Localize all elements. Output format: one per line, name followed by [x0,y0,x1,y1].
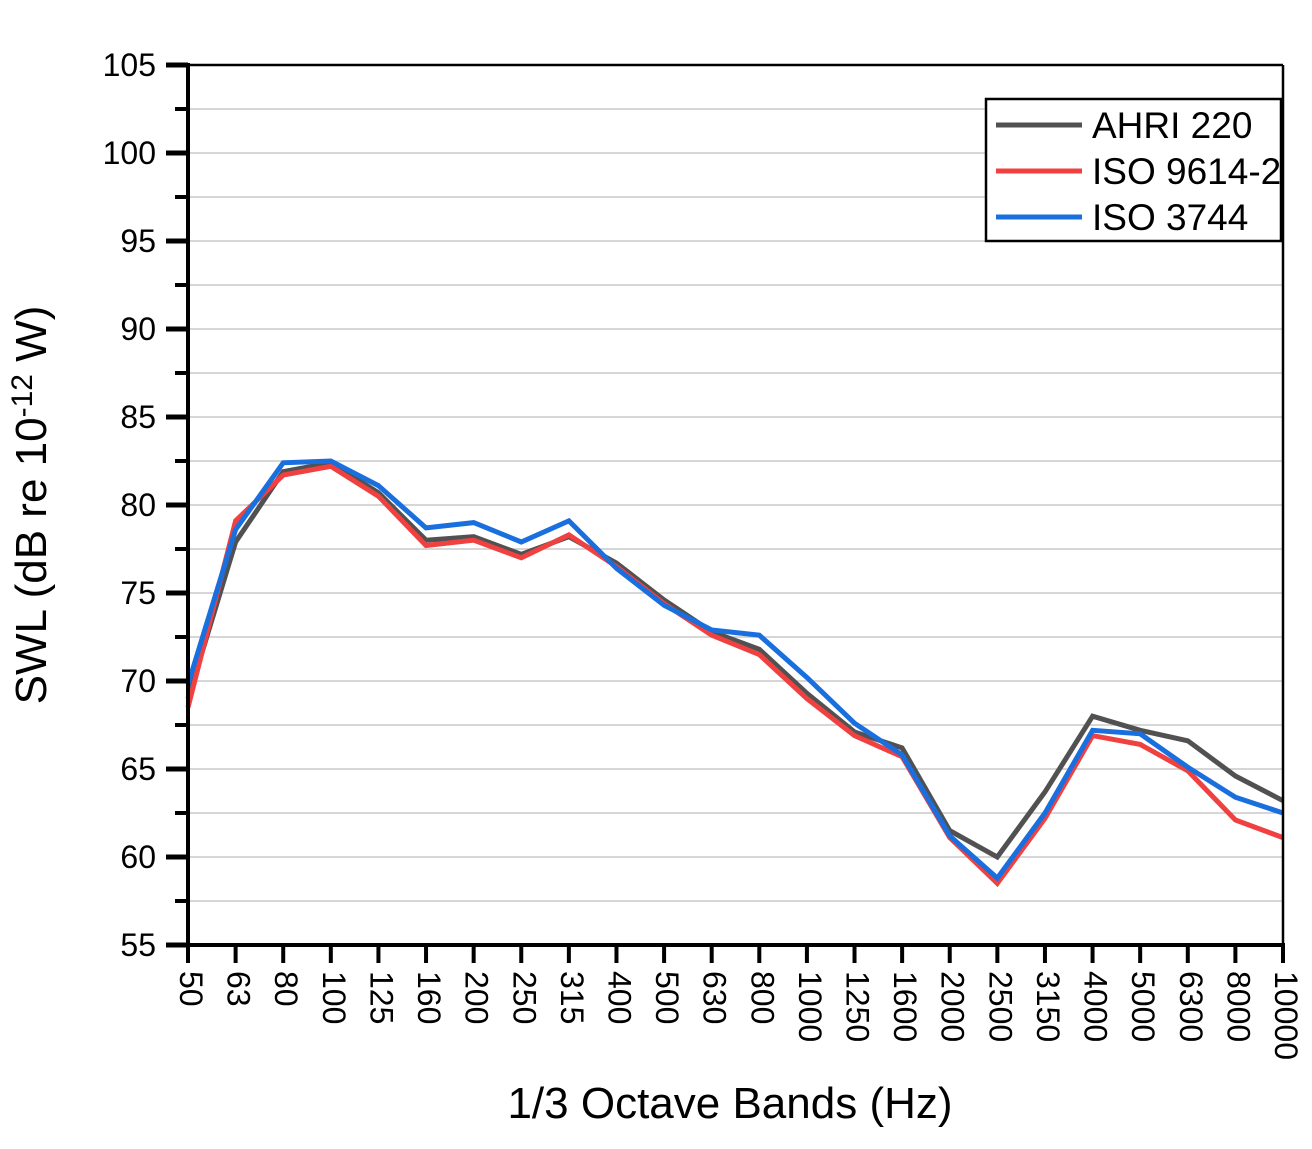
series-line-iso-9614-2 [185,463,1284,888]
series-line-iso-3744 [185,458,1284,882]
y-tick-label: 65 [120,751,156,787]
x-tick-label: 100 [316,971,352,1024]
y-tick-label: 100 [103,135,156,171]
x-tick-label: 125 [363,971,399,1024]
y-tick-label: 95 [120,223,156,259]
x-axis-title: 1/3 Octave Bands (Hz) [507,1079,952,1128]
y-tick-label: 90 [120,311,156,347]
x-tick-label: 80 [268,971,304,1007]
x-tick-label: 5000 [1125,971,1161,1042]
x-tick-label: 200 [459,971,495,1024]
x-tick-label: 10000 [1268,971,1304,1060]
x-tick-label: 63 [221,971,257,1007]
x-tick-label: 630 [697,971,733,1024]
legend-label-iso-9614-2: ISO 9614-2 [1092,151,1281,192]
legend-label-ahri-220: AHRI 220 [1092,105,1252,146]
y-tick-label: 60 [120,839,156,875]
y-axis-title: SWL (dB re 10-12 W) [6,306,56,705]
x-tick-label: 160 [411,971,447,1024]
x-tick-label: 400 [602,971,638,1024]
series-line-ahri-220 [185,460,1285,861]
legend-label-iso-3744: ISO 3744 [1092,197,1248,238]
x-tick-label: 6300 [1173,971,1209,1042]
x-tick-label: 4000 [1078,971,1114,1042]
y-tick-label: 70 [120,663,156,699]
x-tick-label: 8000 [1220,971,1256,1042]
x-tick-label: 3150 [1030,971,1066,1042]
y-tick-label: 55 [120,927,156,963]
x-tick-label: 1600 [887,971,923,1042]
y-tick-label: 85 [120,399,156,435]
x-tick-label: 315 [554,971,590,1024]
x-tick-label: 800 [744,971,780,1024]
y-tick-label: 105 [103,47,156,83]
x-tick-label: 2500 [982,971,1018,1042]
x-tick-label: 50 [173,971,209,1007]
x-tick-label: 250 [506,971,542,1024]
x-tick-label: 1250 [840,971,876,1042]
x-tick-label: 500 [649,971,685,1024]
y-tick-label: 75 [120,575,156,611]
y-tick-label: 80 [120,487,156,523]
x-tick-label: 2000 [935,971,971,1042]
x-tick-label: 1000 [792,971,828,1042]
